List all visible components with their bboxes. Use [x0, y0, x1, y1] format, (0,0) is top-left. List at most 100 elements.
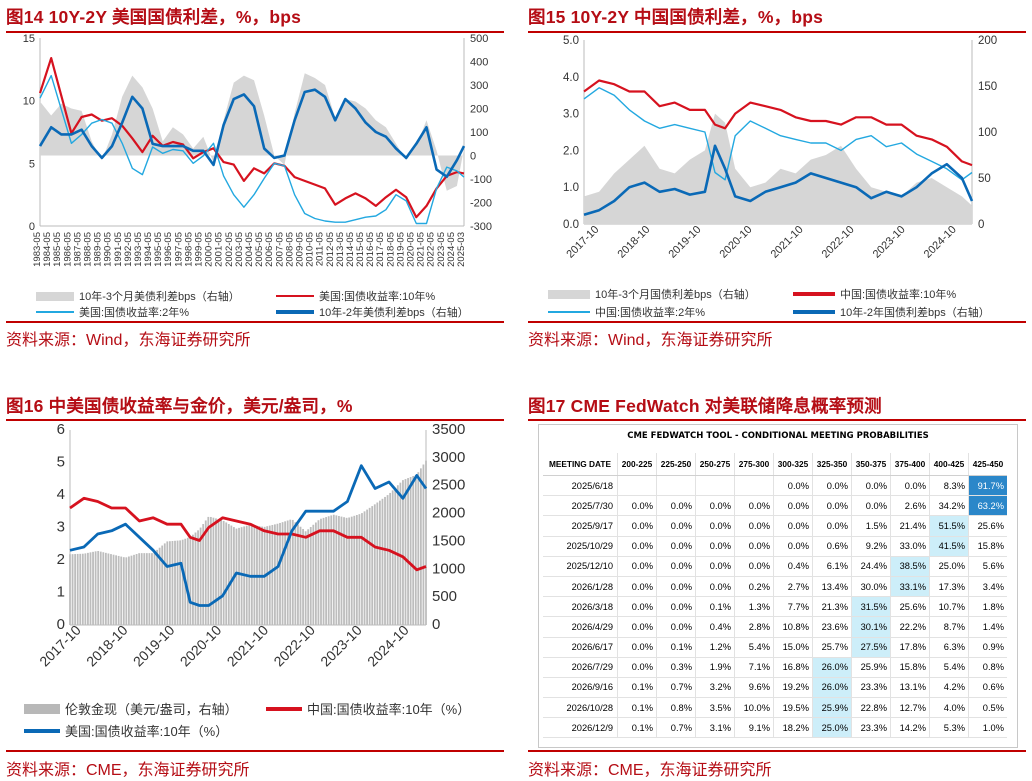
- cme-col-rate-range: 300-325: [773, 453, 813, 476]
- gold-price-bar: [135, 554, 138, 625]
- series-line: [583, 87, 973, 181]
- cme-probability-cell: 0.0%: [695, 556, 735, 577]
- y-tick-right: 150: [978, 81, 997, 93]
- gold-price-bar: [102, 552, 105, 625]
- gold-price-bar: [414, 474, 417, 625]
- cme-col-rate-range: 350-375: [851, 453, 891, 476]
- gold-price-bar: [138, 553, 141, 625]
- gold-price-bar: [186, 537, 189, 625]
- cme-col-rate-range: 325-350: [812, 453, 852, 476]
- x-tick-label: 1991-05: [113, 232, 124, 267]
- cme-probability-cell: 0.0%: [851, 475, 891, 497]
- x-tick-label: 2018-10: [615, 224, 652, 261]
- x-tick-label: 2014-05: [345, 232, 356, 267]
- cme-table-heading: CME FEDWATCH TOOL - CONDITIONAL MEETING …: [627, 431, 929, 441]
- legend-item: 10年-3个月美债利差bps（右轴）: [36, 288, 240, 304]
- chart16-legend: 伦敦金现（美元/盎司，右轴） 中国:国债收益率:10年（%） 美国:国债收益率:10…: [24, 699, 502, 745]
- y-tick-left: 5.0: [563, 35, 579, 47]
- x-tick-label: 1989-05: [93, 232, 104, 267]
- cme-probability-cell: 0.0%: [734, 515, 774, 537]
- cme-probability-cell: 21.3%: [812, 596, 852, 618]
- gold-price-bar: [386, 495, 389, 625]
- gold-price-bar: [389, 492, 392, 625]
- y-tick-left: 3: [57, 519, 65, 536]
- x-tick-label: 2010-05: [305, 232, 316, 267]
- cme-probability-cell: 4.0%: [929, 697, 969, 719]
- cme-table-row: 2026/10/28 0.1% 0.8% 3.5% 10.0% 19.5% 25.9% 22.…: [543, 697, 1007, 719]
- cme-meeting-date: 2026/7/29: [543, 657, 618, 678]
- legend-label: 10年-2年国债利差bps（右轴）: [840, 307, 990, 319]
- cme-probability-cell: 25.6%: [890, 596, 930, 618]
- cme-probability-cell: 0.0%: [656, 495, 696, 517]
- x-tick-label: 2021-05: [416, 232, 427, 267]
- gold-price-bar: [332, 514, 335, 625]
- cme-probability-cell: 3.1%: [695, 717, 735, 739]
- cme-probability-cell: 0.1%: [617, 677, 657, 699]
- cme-probability-cell: 23.3%: [851, 717, 891, 739]
- gold-price-bar: [87, 552, 89, 625]
- cme-probability-cell: 0.0%: [773, 475, 813, 497]
- gold-price-bar: [350, 516, 353, 625]
- gold-price-bar: [307, 529, 310, 625]
- y-tick-right: -100: [470, 174, 492, 186]
- cme-probability-cell: 4.2%: [929, 677, 969, 699]
- cme-probability-cell: 15.0%: [773, 637, 813, 658]
- legend-item: 10年-2年国债利差bps（右轴）: [793, 304, 990, 320]
- cme-probability-cell: 22.2%: [890, 616, 930, 638]
- gold-price-bar: [363, 511, 366, 625]
- chart14-title: 图14 10Y-2Y 美国国债利差，%，bps: [6, 7, 302, 27]
- x-tick-label: 2019-10: [130, 622, 178, 670]
- gold-price-bar: [227, 524, 230, 625]
- chart14-svg: 0 5 10 15 -300 -200 -100 0 100 200 300 400 500 1983-0…: [23, 34, 492, 267]
- y-tick-right: 2000: [432, 505, 465, 522]
- gold-price-bar: [194, 532, 197, 625]
- gold-price-bar: [176, 540, 179, 625]
- x-tick-label: 2017-05: [375, 232, 386, 267]
- gold-price-bar: [222, 520, 225, 625]
- series-line: [583, 144, 974, 217]
- gold-price-bar: [317, 520, 320, 625]
- panel-chart17: 图17 CME FedWatch 对美联储降息概率预测 CME FEDWATCH…: [528, 393, 1026, 781]
- gold-price-bar: [335, 515, 338, 625]
- cme-probability-cell: 30.1%: [851, 616, 891, 638]
- chart16-title: 图16 中美国债收益率与金价，美元/盎司，%: [6, 396, 353, 416]
- gold-price-bar: [407, 478, 409, 625]
- cme-probability-cell: 0.0%: [773, 536, 813, 557]
- cme-probability-cell: 5.4%: [734, 637, 774, 658]
- gold-price-bar: [276, 523, 279, 625]
- gold-price-bar: [286, 520, 289, 625]
- y-tick-right: -300: [470, 221, 492, 233]
- cme-probability-cell: 0.4%: [695, 616, 735, 638]
- x-tick-label: 2020-10: [718, 224, 755, 261]
- cme-probability-cell: 33.0%: [890, 536, 930, 557]
- cme-probability-cell: 25.7%: [812, 637, 852, 658]
- chart17-rule: [528, 419, 1026, 421]
- chart15-source: 资料来源：Wind，东海证券研究所: [528, 332, 773, 349]
- chart15-rule: [528, 31, 1026, 33]
- cme-probability-cell: 2.6%: [890, 495, 930, 517]
- cme-probability-cell: 0.9%: [968, 637, 1007, 658]
- x-tick-label: 2022-10: [270, 622, 318, 670]
- cme-probability-cell: 0.0%: [734, 495, 774, 517]
- cme-meeting-date: 2026/1/28: [543, 576, 618, 598]
- cme-probability-cell: 0.0%: [617, 596, 657, 618]
- x-tick-label: 2018-10: [83, 622, 131, 670]
- cme-probability-cell: 17.8%: [890, 637, 930, 658]
- gold-price-bar: [240, 527, 243, 625]
- gold-price-bar: [361, 513, 363, 625]
- gold-price-bar: [115, 555, 118, 625]
- gold-price-bar: [215, 518, 217, 625]
- gold-price-bar: [279, 522, 281, 625]
- cme-probability-cell: 1.3%: [734, 596, 774, 618]
- gold-price-bar: [294, 522, 297, 625]
- y-tick-left: 10: [23, 96, 35, 108]
- gold-price-bar: [268, 525, 271, 625]
- gold-price-bar: [312, 524, 315, 625]
- series-line: [38, 88, 466, 178]
- cme-meeting-date: 2025/7/30: [543, 495, 618, 517]
- cme-probability-cell: 15.8%: [890, 657, 930, 678]
- gold-price-bar: [151, 553, 153, 625]
- cme-table-row: 2026/9/16 0.1% 0.7% 3.2% 9.6% 19.2% 26.0% 23.3%…: [543, 677, 1007, 699]
- x-tick-label: 2006-05: [264, 232, 275, 267]
- cme-probability-cell: 13.4%: [812, 576, 852, 598]
